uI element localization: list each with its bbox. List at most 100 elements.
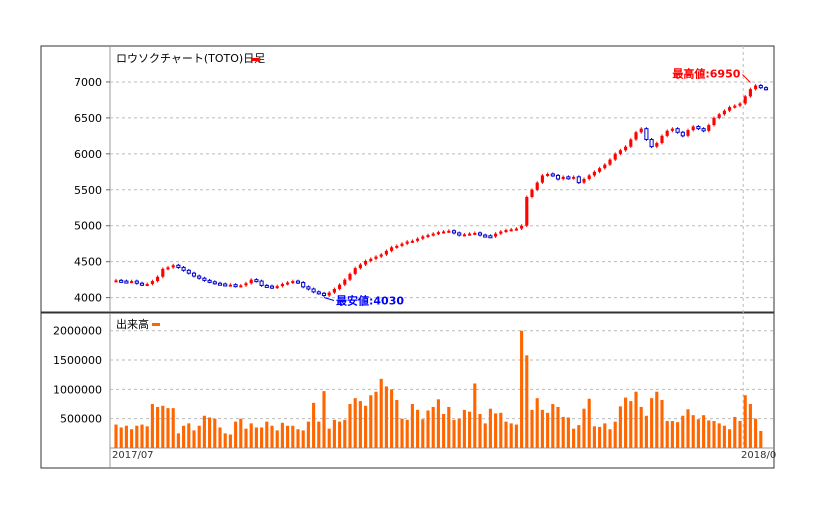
candle-body	[332, 288, 336, 293]
candle-body	[665, 130, 669, 136]
candle-body	[134, 280, 139, 284]
candle-body	[348, 273, 352, 280]
candle-body	[239, 285, 243, 288]
price-tick-label: 7000	[74, 76, 102, 89]
volume-bar	[213, 418, 217, 448]
volume-bar	[431, 406, 435, 448]
candle-body	[291, 281, 295, 284]
candle-body	[316, 291, 321, 295]
volume-bar	[244, 428, 248, 448]
volume-bar	[208, 417, 212, 448]
candle-body	[733, 105, 737, 108]
candle-body	[566, 176, 571, 180]
candle-body	[191, 272, 197, 277]
volume-bar	[748, 404, 752, 448]
candle-body	[421, 236, 425, 239]
volume-bar	[405, 419, 409, 448]
volume-bar	[556, 406, 560, 448]
volume-bar	[374, 391, 378, 448]
candle-body	[707, 125, 711, 131]
volume-bar	[447, 406, 451, 448]
volume-bar	[660, 399, 664, 448]
volume-bar	[530, 409, 534, 448]
volume-bar	[457, 418, 461, 448]
volume-bar	[436, 399, 440, 448]
candle-body	[572, 176, 576, 179]
candle-body	[161, 268, 165, 277]
candle-body	[754, 85, 758, 90]
volume-bar	[369, 395, 373, 448]
candle-body	[499, 231, 503, 234]
volume-bar	[717, 423, 721, 448]
price-tick-label: 6000	[74, 148, 102, 161]
candle-body	[119, 279, 124, 283]
volume-bar	[140, 424, 144, 448]
candle-body	[139, 282, 145, 286]
candle-body	[400, 243, 404, 246]
volume-bar	[738, 421, 742, 448]
candle-body	[275, 286, 279, 289]
volume-bar	[676, 422, 680, 448]
annotation-low-arrow	[323, 296, 335, 301]
volume-label: 出来高	[116, 317, 149, 331]
candle-body	[202, 277, 207, 281]
volume-bar	[416, 409, 420, 448]
candle-body	[156, 276, 160, 282]
volume-bar	[327, 428, 331, 448]
volume-bar	[572, 428, 576, 448]
volume-bar	[358, 401, 362, 448]
candle-body	[374, 256, 378, 259]
candle-body	[254, 279, 259, 283]
candle-body	[295, 280, 301, 284]
candle-body	[468, 233, 472, 236]
candle-body	[264, 284, 269, 288]
candle-body	[660, 135, 664, 144]
volume-bar	[291, 425, 295, 448]
volume-bar	[587, 398, 591, 448]
volume-bar	[410, 404, 414, 448]
candle-body	[618, 150, 622, 154]
candle-body	[514, 228, 518, 231]
volume-tick-label: 1500000	[53, 354, 102, 367]
volume-bar	[712, 421, 716, 448]
x-tick-start: 2017/07	[112, 450, 154, 461]
candle-body	[535, 182, 539, 190]
candle-body	[488, 235, 493, 239]
volume-bar	[592, 426, 596, 448]
volume-bar	[535, 398, 539, 448]
volume-bar	[681, 415, 685, 448]
volume-bar	[468, 411, 472, 448]
price-grid: 4000 4500 5000 5500 6000 6500 7000	[74, 46, 774, 448]
volume-bar	[478, 413, 482, 448]
candle-body	[696, 126, 701, 130]
candle-body	[364, 260, 368, 265]
candle-body	[587, 175, 591, 179]
candle-body	[473, 232, 477, 235]
annotation-high: 最高値:6950	[672, 67, 740, 81]
volume-bar	[499, 412, 503, 448]
candle-body	[197, 275, 202, 279]
volume-bar	[395, 399, 399, 448]
volume-bar	[509, 423, 513, 448]
candle-body	[608, 159, 612, 165]
candle-body	[639, 128, 643, 133]
candle-body	[249, 279, 253, 284]
candle-body	[244, 283, 248, 286]
volume-bar	[540, 409, 544, 448]
candle-body	[758, 85, 763, 89]
candle-body	[416, 238, 420, 241]
candle-body	[525, 196, 529, 226]
candle-body	[457, 232, 462, 236]
candle-body	[634, 132, 638, 140]
candle-body	[431, 233, 435, 236]
volume-bar	[561, 416, 565, 448]
candle-body	[410, 240, 414, 243]
candle-body	[228, 284, 232, 287]
volume-bar	[260, 427, 264, 448]
candle-body	[280, 283, 284, 287]
candle-body	[728, 107, 732, 111]
volume-bar	[338, 421, 342, 448]
volume-bar	[546, 412, 550, 448]
volume-bar	[613, 421, 617, 448]
